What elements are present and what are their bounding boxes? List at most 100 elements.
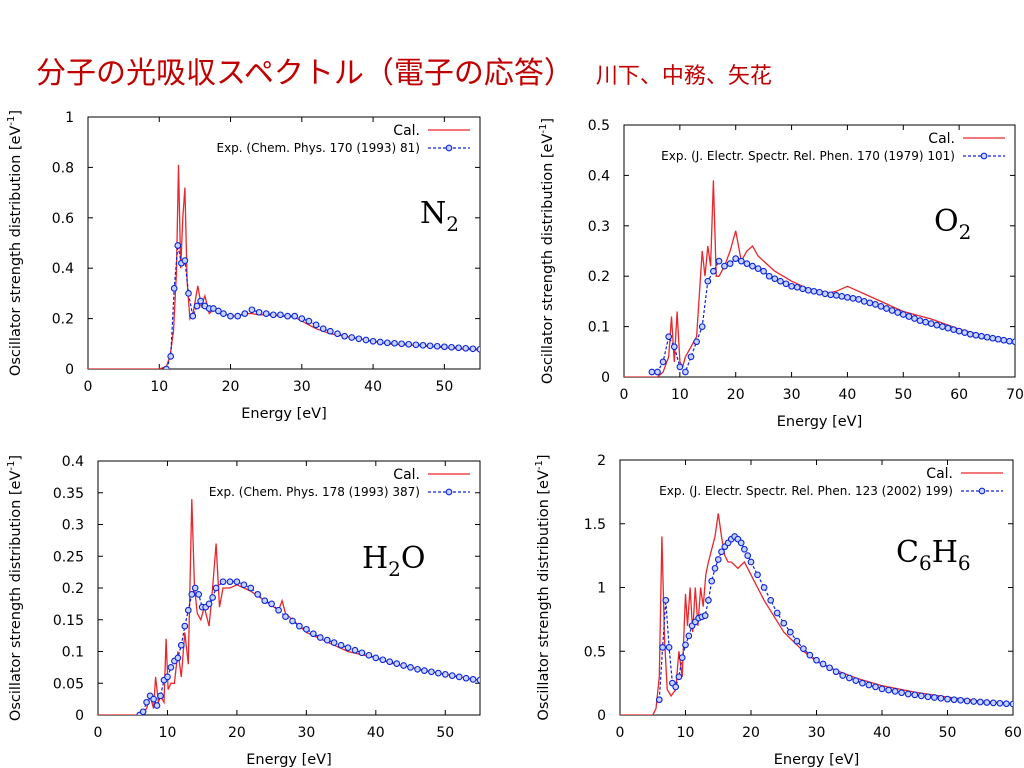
exp-data-point xyxy=(185,290,192,297)
exp-data-point xyxy=(344,644,352,652)
exp-data-point xyxy=(737,539,745,547)
plot-frame xyxy=(623,124,1016,378)
x-tick-label: 0 xyxy=(94,725,103,741)
exp-data-point xyxy=(326,327,334,335)
molecule-label: O2 xyxy=(934,204,971,244)
y-tick-label: 0.1 xyxy=(588,320,610,336)
x-tick-label: 70 xyxy=(1006,387,1024,403)
exp-data-point xyxy=(872,301,879,308)
exp-data-point xyxy=(715,257,723,265)
exp-data-point xyxy=(718,548,725,556)
y-axis-label-tail: ] xyxy=(8,455,24,461)
exp-data-point xyxy=(143,698,150,706)
exp-data-point xyxy=(888,307,896,314)
plot-area xyxy=(620,513,1013,715)
series-line-exp xyxy=(139,581,480,715)
exp-data-point xyxy=(462,344,470,352)
exp-data-point xyxy=(827,291,835,299)
exp-data-point xyxy=(170,285,178,292)
exp-data-point xyxy=(334,330,341,338)
y-tick-label: 0.05 xyxy=(53,676,84,692)
exp-data-point xyxy=(455,673,463,681)
exp-data-point xyxy=(743,260,751,267)
exp-data-point xyxy=(955,327,963,335)
molecule-main: O xyxy=(934,204,959,239)
exp-data-point xyxy=(793,283,801,291)
molecule-sub2: 6 xyxy=(958,551,971,575)
x-tick-label: 40 xyxy=(839,387,857,403)
exp-data-point xyxy=(911,315,918,322)
x-tick-label: 60 xyxy=(950,387,968,403)
exp-data-point xyxy=(362,336,370,344)
page-title: 分子の光吸収スペクトル（電子の応答） 川下、中務、矢花 xyxy=(36,48,772,92)
exp-data-point xyxy=(872,683,879,691)
exp-data-point xyxy=(793,637,801,645)
exp-data-point xyxy=(234,312,242,320)
series-line-exp xyxy=(651,257,1015,374)
exp-data-point xyxy=(950,696,958,704)
exp-data-point xyxy=(407,664,414,671)
exp-data-point xyxy=(219,578,227,586)
exp-data-point xyxy=(428,668,435,676)
x-tick-label: 30 xyxy=(293,379,311,395)
exp-data-point xyxy=(810,287,818,295)
x-tick-label: 40 xyxy=(367,725,385,741)
x-tick-label: 10 xyxy=(671,387,689,403)
exp-data-point xyxy=(139,708,147,715)
exp-data-point xyxy=(883,305,890,312)
y-axis-label: Oscillator strength distribution [eV-1] xyxy=(534,454,552,720)
exp-data-point xyxy=(419,341,427,349)
exp-data-point xyxy=(859,679,866,687)
exp-data-point xyxy=(1006,337,1013,345)
exp-data-point xyxy=(714,556,722,563)
exp-data-point xyxy=(268,600,275,608)
y-axis-label: Oscillator strength distribution [eV-1] xyxy=(6,110,24,376)
exp-data-point xyxy=(469,345,477,353)
exp-data-point xyxy=(983,699,991,706)
legend-label-calc: Cal. xyxy=(928,131,955,147)
y-axis-label-sup: -1 xyxy=(6,461,17,471)
exp-data-point xyxy=(282,613,289,620)
exp-data-point xyxy=(319,325,327,333)
y-tick-label: 0.2 xyxy=(588,269,610,285)
y-tick-label: 0.5 xyxy=(584,644,606,660)
exp-data-point xyxy=(167,353,175,360)
exp-data-point xyxy=(950,326,957,333)
exp-data-point xyxy=(665,333,673,341)
exp-data-point xyxy=(937,694,945,702)
exp-data-point xyxy=(741,545,748,553)
exp-data-point xyxy=(383,339,391,347)
exp-data-point xyxy=(398,340,405,348)
x-tick-label: 30 xyxy=(297,725,315,741)
exp-data-point xyxy=(405,340,413,348)
series-line-calc xyxy=(624,180,1015,377)
exp-data-point xyxy=(898,689,905,697)
exp-data-point xyxy=(227,312,234,320)
exp-data-point xyxy=(844,294,851,301)
y-tick-label: 0.1 xyxy=(62,645,84,661)
y-tick-label: 0 xyxy=(65,362,74,378)
exp-data-point xyxy=(291,312,299,320)
exp-data-point xyxy=(181,257,189,264)
x-tick-label: 50 xyxy=(894,387,912,403)
exp-data-point xyxy=(849,295,857,302)
y-axis-label-sup: -1 xyxy=(6,116,17,126)
exp-data-point xyxy=(983,333,991,341)
exp-data-point xyxy=(710,267,717,275)
exp-data-point xyxy=(167,664,175,671)
title-main: 分子の光吸収スペクトル（電子の応答） xyxy=(36,56,574,91)
x-tick-label: 10 xyxy=(159,725,177,741)
exp-data-point xyxy=(839,672,847,679)
exp-data-point xyxy=(780,619,788,627)
y-tick-label: 0.25 xyxy=(53,549,84,565)
exp-data-point xyxy=(330,639,338,646)
exp-data-point xyxy=(659,358,667,366)
x-axis-label: Energy [eV] xyxy=(246,752,332,768)
exp-data-point xyxy=(767,596,775,604)
exp-data-point xyxy=(989,699,997,707)
y-tick-label: 0 xyxy=(597,708,606,724)
exp-data-point xyxy=(732,255,740,262)
exp-data-point xyxy=(205,600,213,608)
exp-data-point xyxy=(905,313,913,320)
molecule-sub: 6 xyxy=(919,551,932,575)
